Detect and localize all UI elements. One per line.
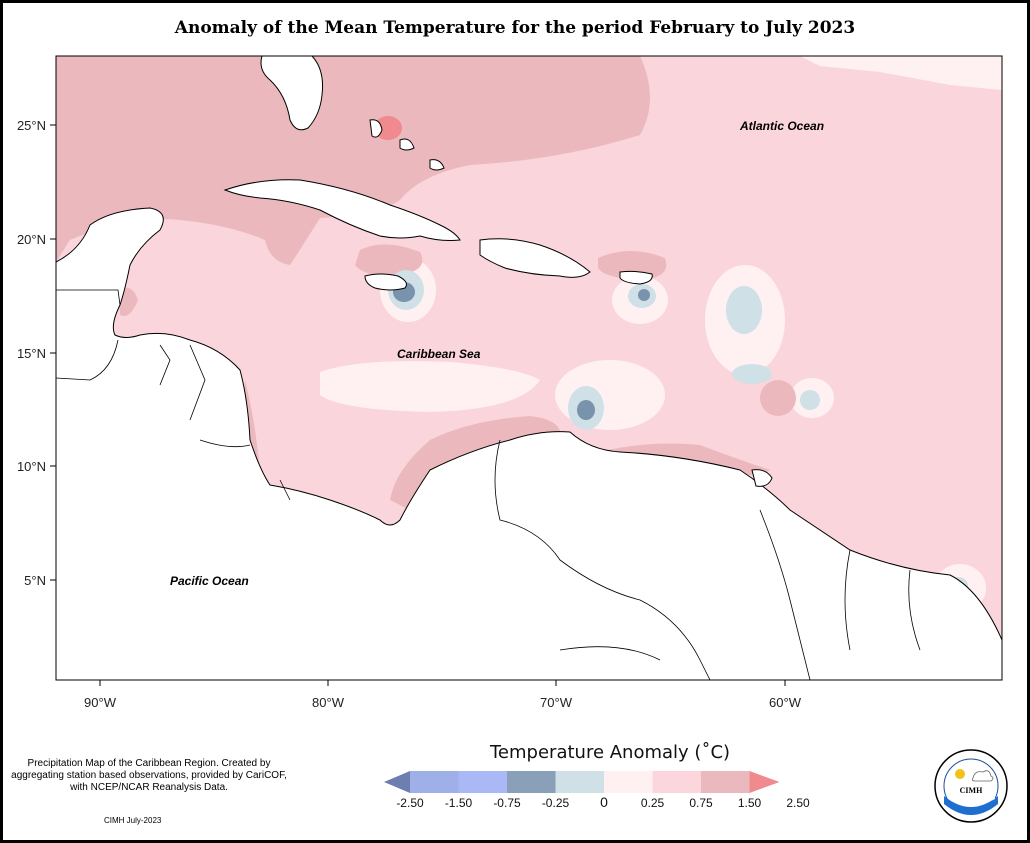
anomaly-warm-stvincent <box>760 380 796 416</box>
x-tick-label: 60°W <box>769 695 802 710</box>
legend-tick-label: 0.75 <box>689 796 713 810</box>
anomaly-cold-pr <box>638 289 650 301</box>
y-tick-label: 25°N <box>17 118 46 133</box>
y-tick-label: 10°N <box>17 459 46 474</box>
anomaly-cold-curacao <box>577 400 595 420</box>
legend-tick-label: 1.50 <box>738 796 762 810</box>
legend-tick-label: -2.50 <box>396 796 424 810</box>
legend-swatch <box>701 771 750 793</box>
land-bahamas-2 <box>399 138 415 151</box>
anomaly-near-zero-ne <box>800 56 1002 90</box>
land-cuba <box>223 179 461 241</box>
land-hispaniola <box>479 238 591 278</box>
legend-tick-label: 0.25 <box>641 796 665 810</box>
anomaly-cool-barbados <box>800 390 820 410</box>
credit-text: CIMH July-2023 <box>104 816 162 825</box>
anomaly-field <box>56 56 1002 680</box>
legend-colorbar: -2.50 -1.50 -0.75 -0.25 0 0.25 0.75 1.50 2.50 <box>384 771 810 810</box>
map-title: Anomaly of the Mean Temperature for the … <box>174 18 856 38</box>
legend-swatch <box>604 771 653 793</box>
land-bahamas-3 <box>429 159 445 171</box>
x-axis: 90°W 80°W 70°W 60°W <box>84 680 802 710</box>
anomaly-warm-pr <box>598 251 667 280</box>
x-tick-label: 80°W <box>312 695 345 710</box>
map-border <box>55 55 1003 681</box>
country-borders <box>56 289 921 680</box>
legend-tick-label: -1.50 <box>445 796 473 810</box>
legend-title: Temperature Anomaly (˚C) <box>490 742 731 763</box>
land-bahamas-1 <box>369 119 383 138</box>
logo-abbr: CIMH <box>960 786 983 795</box>
y-tick-label: 15°N <box>17 346 46 361</box>
anomaly-warm-jamaica <box>355 244 423 276</box>
legend-swatch <box>507 771 556 793</box>
legend-swatch <box>410 771 459 793</box>
legend-swatch <box>384 771 410 793</box>
y-axis: 25°N 20°N 15°N 10°N 5°N <box>17 118 56 588</box>
label-atlantic-ocean: Atlantic Ocean <box>739 119 824 133</box>
landmasses <box>56 56 1002 680</box>
label-pacific-ocean: Pacific Ocean <box>170 574 249 588</box>
land-trinidad <box>751 469 773 487</box>
anomaly-cool-leewards <box>726 286 762 334</box>
anomaly-cool-martinique <box>732 364 772 384</box>
land-florida <box>260 56 323 131</box>
legend-swatch <box>749 771 780 793</box>
data-source-note: Precipitation Map of the Caribbean Regio… <box>11 758 287 793</box>
land-jamaica <box>364 273 407 291</box>
land-mainland <box>56 207 1002 680</box>
legend-tick-label: 2.50 <box>786 796 810 810</box>
y-tick-label: 20°N <box>17 232 46 247</box>
legend-tick-label: -0.25 <box>542 796 570 810</box>
legend-tick-label: 0 <box>600 794 608 810</box>
anomaly-warm-north <box>56 56 650 265</box>
legend-swatch <box>555 771 605 793</box>
cimh-logo: CIMH <box>934 749 1008 823</box>
legend-tick-label: -0.75 <box>493 796 521 810</box>
x-tick-label: 90°W <box>84 695 117 710</box>
x-tick-label: 70°W <box>540 695 573 710</box>
legend-swatch <box>458 771 508 793</box>
anomaly-near-zero-caribbean <box>320 361 540 412</box>
y-tick-label: 5°N <box>24 573 46 588</box>
legend-swatch <box>652 771 702 793</box>
land-puerto-rico <box>619 270 653 285</box>
label-caribbean-sea: Caribbean Sea <box>397 347 481 361</box>
anomaly-hot-bahamas <box>374 116 402 140</box>
